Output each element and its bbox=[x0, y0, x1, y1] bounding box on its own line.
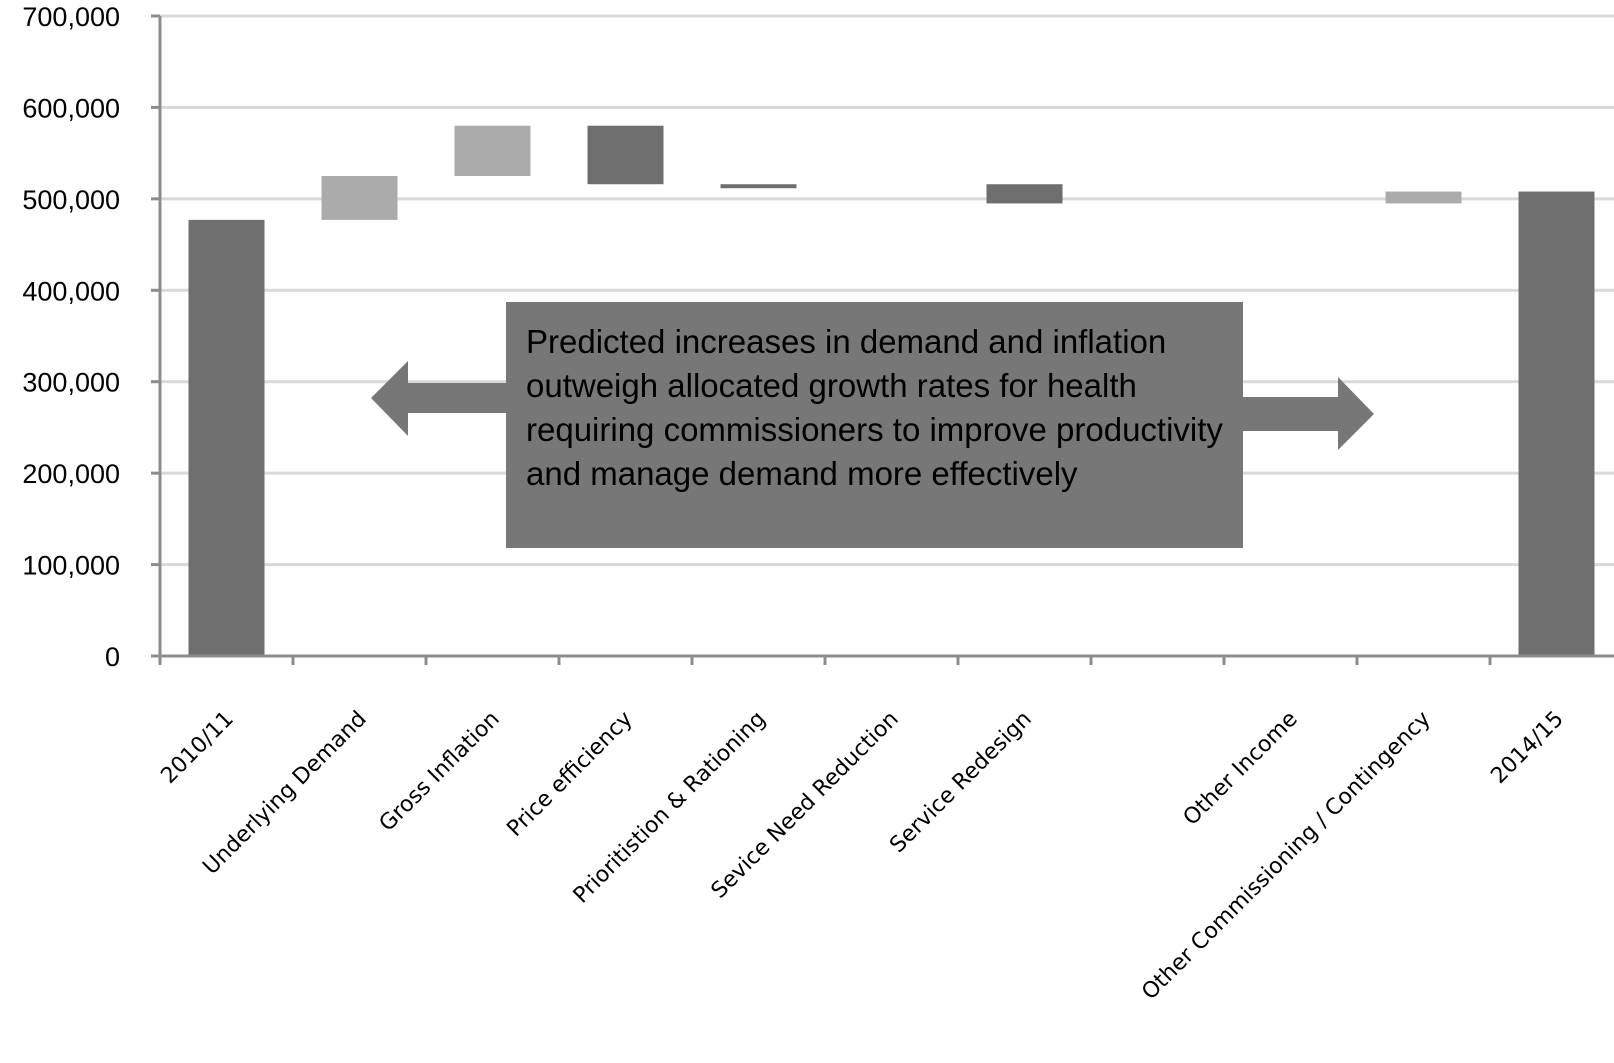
y-tick-label: 0 bbox=[105, 642, 120, 672]
y-tick-label: 700,000 bbox=[22, 2, 120, 32]
x-tick-label: 2014/15 bbox=[1486, 707, 1568, 789]
x-tick-label: Price efficiency bbox=[502, 707, 637, 842]
y-tick-label: 400,000 bbox=[22, 276, 120, 306]
y-tick-label: 100,000 bbox=[22, 551, 120, 581]
x-tick-label: Other Commissioning / Contingency bbox=[1137, 707, 1435, 1005]
bars bbox=[188, 125, 1595, 657]
y-tick-label: 600,000 bbox=[22, 93, 120, 123]
left-arrow bbox=[371, 361, 510, 436]
bar bbox=[1385, 191, 1462, 204]
bar bbox=[188, 219, 265, 656]
bar bbox=[587, 125, 664, 185]
y-tick-label: 300,000 bbox=[22, 368, 120, 398]
bar bbox=[1518, 191, 1595, 657]
bar bbox=[986, 184, 1063, 204]
x-tick-label: Service Redesign bbox=[885, 707, 1036, 858]
bar bbox=[720, 184, 797, 189]
y-tick-label: 500,000 bbox=[22, 185, 120, 215]
right-arrow bbox=[1238, 377, 1374, 450]
bar bbox=[321, 176, 398, 220]
axes bbox=[151, 14, 1614, 665]
x-tick-label: Other Income bbox=[1179, 707, 1303, 831]
bar bbox=[454, 125, 531, 176]
annotation-box: Predicted increases in demand and inflat… bbox=[506, 302, 1243, 548]
y-axis-tick-labels: 0 100,000 200,000 300,000 400,000 500,000 600,… bbox=[22, 2, 120, 672]
y-tick-label: 200,000 bbox=[22, 459, 120, 489]
x-tick-label: 2010/11 bbox=[156, 707, 238, 789]
x-tick-label: Gross Inflation bbox=[375, 707, 505, 837]
annotation-arrows bbox=[371, 361, 1374, 450]
